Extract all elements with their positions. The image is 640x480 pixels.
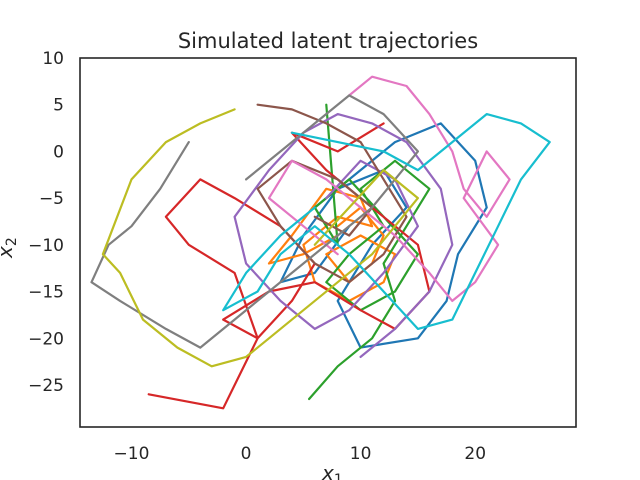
x-axis-title-subscript: 1 xyxy=(334,472,343,480)
y-tick-label: 5 xyxy=(53,96,64,116)
y-axis-title: x2 xyxy=(0,237,20,259)
chart-title: Simulated latent trajectories xyxy=(178,29,478,53)
y-axis-title-main: x xyxy=(0,246,17,259)
y-tick-label: −10 xyxy=(28,236,64,256)
trajectory-line-5 xyxy=(233,112,454,358)
x-tick-label: 20 xyxy=(464,444,486,464)
plot-area-frame xyxy=(79,57,577,428)
x-axis-title-main: x xyxy=(321,461,334,480)
y-tick-label: −25 xyxy=(28,376,64,396)
trajectory-line-7 xyxy=(267,75,511,302)
x-axis-title: x1 xyxy=(321,461,343,480)
y-tick-label: −15 xyxy=(28,283,64,303)
trajectory-line-6 xyxy=(256,103,408,284)
y-axis-title-subscript: 2 xyxy=(4,237,20,246)
x-tick-label: −10 xyxy=(114,444,150,464)
y-tick-labels: 10 5 0 −5 −10 −15 −20 −25 xyxy=(28,49,64,396)
y-tick-label: −5 xyxy=(39,189,64,209)
x-tick-label: 10 xyxy=(350,444,372,464)
trajectory-line-9 xyxy=(101,108,419,368)
x-tick-labels: −10 0 10 20 xyxy=(114,444,486,464)
y-tick-label: 10 xyxy=(42,49,64,69)
trajectory-line-10 xyxy=(222,112,551,330)
y-tick-label: −20 xyxy=(28,329,64,349)
series-layer xyxy=(90,75,551,410)
x-tick-label: 0 xyxy=(241,444,252,464)
trajectory-line-8 xyxy=(90,94,419,349)
y-tick-label: 0 xyxy=(53,142,64,162)
trajectory-line-3 xyxy=(308,103,431,401)
